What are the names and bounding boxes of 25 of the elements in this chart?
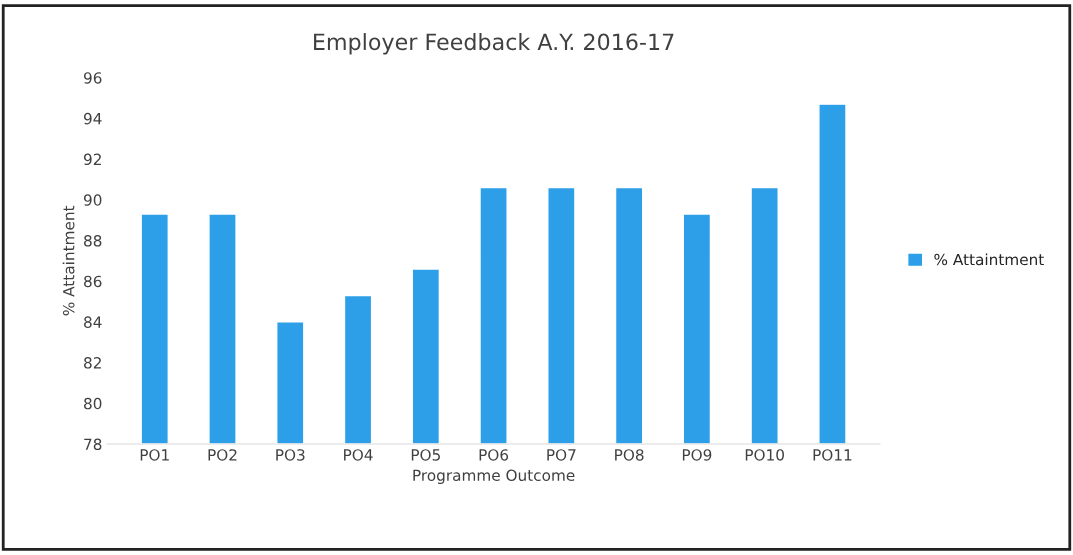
x-tick-label: PO6	[479, 449, 509, 461]
x-tick-label: PO10	[745, 449, 784, 461]
x-tick-label: PO11	[813, 449, 852, 461]
y-tick-label: 86	[84, 275, 102, 288]
x-tick-label: PO3	[276, 449, 305, 461]
y-tick-label: 78	[84, 438, 102, 451]
x-tick-label: PO8	[615, 449, 644, 461]
x-axis-title: Programme Outcome	[413, 469, 575, 484]
x-tick-label: PO4	[344, 449, 373, 461]
y-tick-label: 82	[84, 357, 101, 369]
y-tick-label: 88	[84, 234, 102, 247]
x-tick-label: PO7	[547, 449, 576, 461]
y-tick-label: 94	[83, 112, 102, 125]
legend-label: % Attaintment	[934, 253, 1044, 266]
y-tick-label: 92	[83, 153, 101, 166]
y-tick-label: 84	[84, 316, 102, 328]
y-tick-label: 96	[83, 72, 102, 84]
x-tick-label: PO1	[140, 449, 169, 461]
chart-title: Employer Feedback A.Y. 2016-17	[314, 33, 674, 55]
y-tick-label: 90	[83, 194, 102, 206]
y-tick-label: 80	[84, 397, 102, 410]
x-tick-label: PO2	[208, 449, 237, 461]
x-tick-label: PO5	[411, 449, 440, 461]
x-tick-label: PO9	[682, 449, 712, 461]
y-axis-title: % Attaintment	[62, 205, 75, 316]
